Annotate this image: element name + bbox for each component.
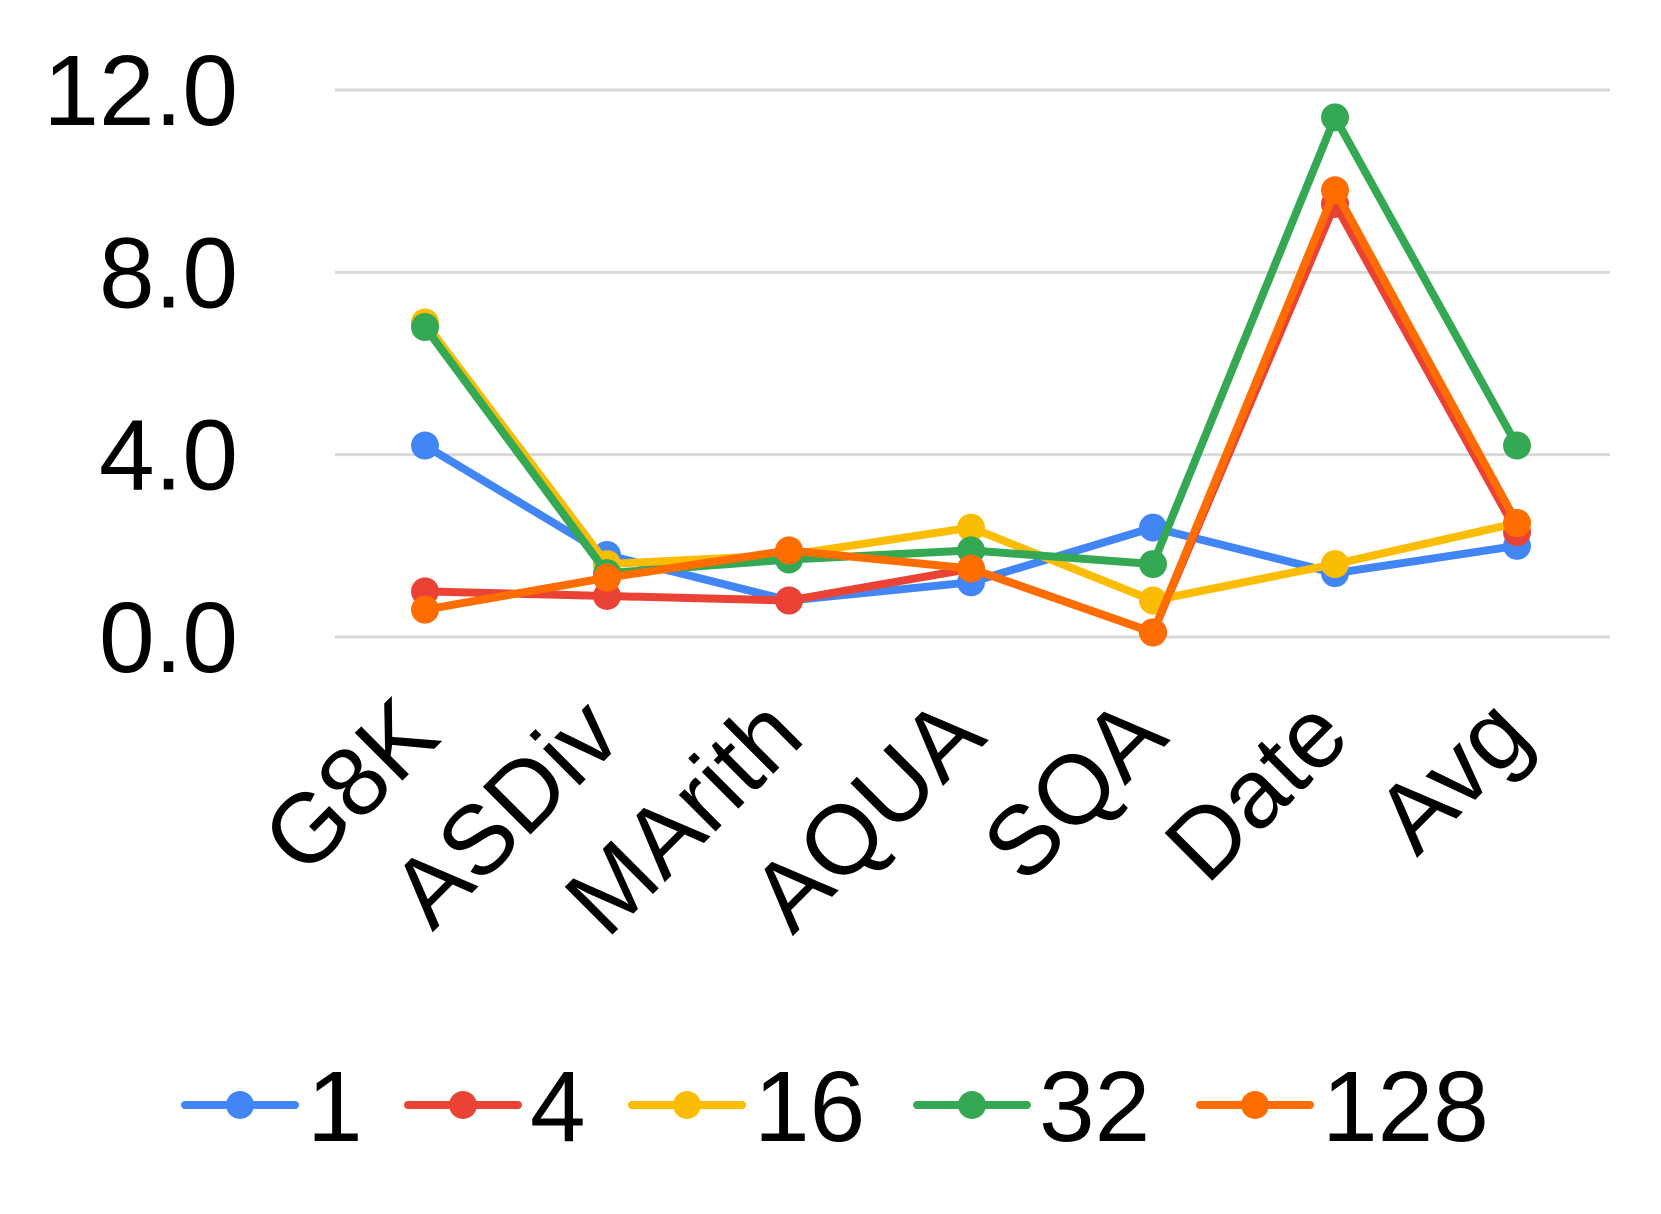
data-point xyxy=(1139,513,1167,542)
data-point xyxy=(775,586,803,615)
data-point xyxy=(411,431,439,460)
legend-item: 1 xyxy=(181,1051,363,1163)
legend-item: 32 xyxy=(913,1051,1150,1163)
legend-label: 128 xyxy=(1322,1051,1489,1163)
legend-item: 4 xyxy=(404,1051,586,1163)
data-point xyxy=(593,563,621,592)
data-point xyxy=(411,313,439,342)
legend-swatch-marker xyxy=(1241,1091,1269,1119)
y-axis: 0.0 4.0 8.0 12.0 xyxy=(43,35,238,694)
data-point xyxy=(1503,431,1531,460)
y-tick-label: 12.0 xyxy=(43,35,238,147)
y-tick-label: 8.0 xyxy=(99,217,238,329)
legend-swatch-marker xyxy=(958,1091,986,1119)
data-point xyxy=(1139,618,1167,647)
data-point xyxy=(775,536,803,565)
legend-label: 32 xyxy=(1039,1051,1150,1163)
data-point xyxy=(957,513,985,542)
legend-label: 4 xyxy=(530,1051,586,1163)
x-tick-label: Avg xyxy=(1354,677,1550,873)
legend-swatch-marker xyxy=(673,1091,701,1119)
legend-label: 1 xyxy=(307,1051,363,1163)
series-128 xyxy=(411,176,1531,647)
legend-label: 16 xyxy=(754,1051,865,1163)
legend-swatch-marker xyxy=(449,1091,477,1119)
y-tick-label: 4.0 xyxy=(99,400,238,512)
series-layer xyxy=(411,103,1531,647)
legend-item: 16 xyxy=(628,1051,865,1163)
legend-swatch-marker xyxy=(226,1091,254,1119)
data-point xyxy=(1139,550,1167,579)
data-point xyxy=(411,595,439,624)
x-tick-label: SQA xyxy=(962,677,1187,902)
legend: 1 4 16 32 128 xyxy=(181,1051,1489,1163)
data-point xyxy=(1503,509,1531,538)
series-line xyxy=(421,113,1521,578)
legend-item: 128 xyxy=(1196,1051,1489,1163)
data-point xyxy=(1321,550,1349,579)
grid-layer xyxy=(335,88,1610,639)
data-point xyxy=(1321,103,1349,132)
y-tick-label: 0.0 xyxy=(99,582,238,694)
x-tick-label: Date xyxy=(1144,677,1368,901)
data-point xyxy=(957,554,985,583)
data-point xyxy=(1321,176,1349,205)
